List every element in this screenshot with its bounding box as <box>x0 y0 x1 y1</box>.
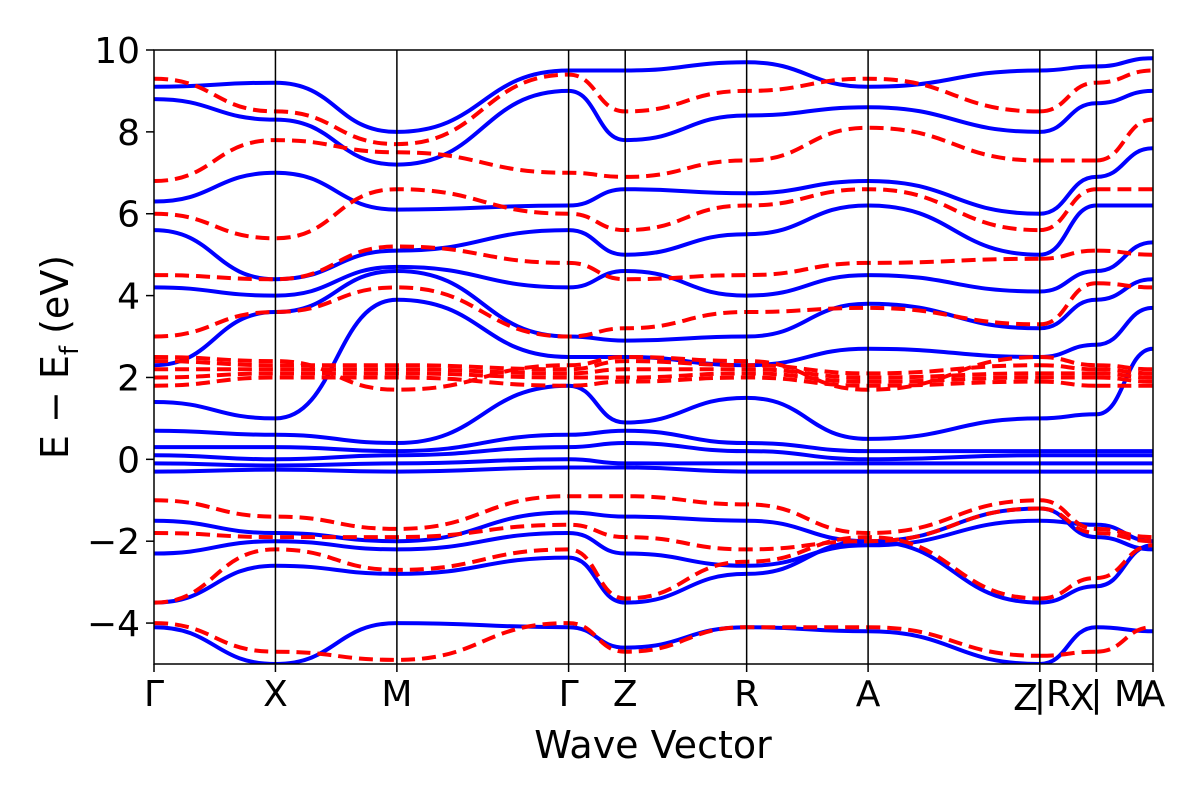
dashed-band-9 <box>1039 355 1097 368</box>
dashed-band-7 <box>1096 371 1153 380</box>
x-tick-label-1: Γ <box>144 674 164 715</box>
dashed-band-3 <box>1039 506 1097 535</box>
x-tick-label-9: |R <box>1034 674 1071 715</box>
solid-band-13 <box>1037 203 1099 257</box>
x-tick-label-6: R <box>734 674 759 715</box>
dashed-band-1 <box>1096 625 1153 654</box>
solid-band-15 <box>1037 101 1099 134</box>
solid-band-1 <box>1037 625 1099 664</box>
solid-band-11 <box>1094 277 1153 302</box>
dashed-band-6 <box>1096 375 1153 384</box>
dashed-band-9 <box>1096 363 1153 372</box>
dashed-band-12 <box>1039 187 1097 233</box>
y-tick-label: 6 <box>117 195 140 236</box>
y-axis-title-main: E − E <box>33 355 77 459</box>
x-tick-label-3: M <box>381 674 412 715</box>
solid-band-14 <box>1094 146 1153 179</box>
solid-band-16 <box>1037 64 1099 73</box>
dashed-band-2 <box>1039 576 1097 601</box>
dashed-band-3 <box>1096 531 1153 544</box>
solid-band-12 <box>1037 269 1099 294</box>
solid-band-12 <box>1094 240 1153 273</box>
x-axis-title: Wave Vector <box>534 723 772 767</box>
y-axis-title-subscript: f <box>55 345 85 355</box>
y-tick-label: −4 <box>87 604 140 645</box>
y-tick-label: 4 <box>117 277 140 318</box>
solid-band-2 <box>1094 543 1153 589</box>
y-axis-title: E − Ef (eV) <box>33 255 85 459</box>
solid-band-9 <box>154 383 1042 446</box>
dashed-band-11 <box>1096 248 1153 257</box>
solid-band-16 <box>1094 56 1153 69</box>
y-axis: −4 −2 0 2 4 6 8 10 <box>87 31 154 645</box>
x-tick-label-10: X <box>1070 678 1095 719</box>
solid-band-9 <box>1037 412 1099 421</box>
dashed-band-1 <box>1039 649 1097 658</box>
solid-band-1 <box>1094 625 1153 634</box>
dashed-band-10 <box>1039 281 1097 327</box>
y-axis-title-unit: (eV) <box>33 255 77 346</box>
solid-band-16 <box>154 60 1042 134</box>
plot-frame <box>153 49 1154 665</box>
dashed-band-4 <box>1096 526 1153 540</box>
y-tick-label: −2 <box>87 522 140 563</box>
x-tick-label-11: | M <box>1090 674 1145 715</box>
dashed-band-13 <box>1096 117 1153 163</box>
solid-band-4 <box>1094 535 1153 552</box>
dashed-band-10 <box>154 285 1040 339</box>
x-tick-label-4: Γ <box>559 674 579 715</box>
x-tick-label-2: X <box>263 674 288 715</box>
dashed-band-14 <box>1039 80 1097 114</box>
x-tick-label-12: A <box>1141 674 1166 715</box>
dashed-band-2 <box>1096 543 1153 580</box>
solid-band-11 <box>1037 297 1099 331</box>
y-tick-label: 8 <box>117 113 140 154</box>
x-tick-label-8: Z <box>1013 678 1038 719</box>
solid-band-14 <box>1037 174 1099 216</box>
x-axis: Γ X M Γ Z R A Z|RX| MA <box>144 664 1166 719</box>
kpoint-lines <box>274 50 1098 664</box>
y-tick-label: 10 <box>94 31 140 72</box>
x-tick-label-5: Z <box>613 674 638 715</box>
dashed-band-11 <box>1039 248 1097 261</box>
dashed-band-14 <box>1096 68 1153 85</box>
solid-band-10 <box>1094 305 1153 347</box>
x-tick-label-7: A <box>856 674 881 715</box>
y-tick-label: 2 <box>117 358 140 399</box>
dashed-band-10 <box>1096 281 1153 290</box>
y-tick-label: 0 <box>117 440 140 481</box>
solid-band-15 <box>1094 88 1153 106</box>
solid-band-2 <box>1037 584 1099 605</box>
dashed-band-8 <box>1039 363 1097 372</box>
dashed-band-4 <box>1039 498 1097 531</box>
dashed-band-8 <box>1096 367 1153 376</box>
dashed-band-5 <box>1039 379 1097 388</box>
solid-band-10 <box>154 297 1042 421</box>
